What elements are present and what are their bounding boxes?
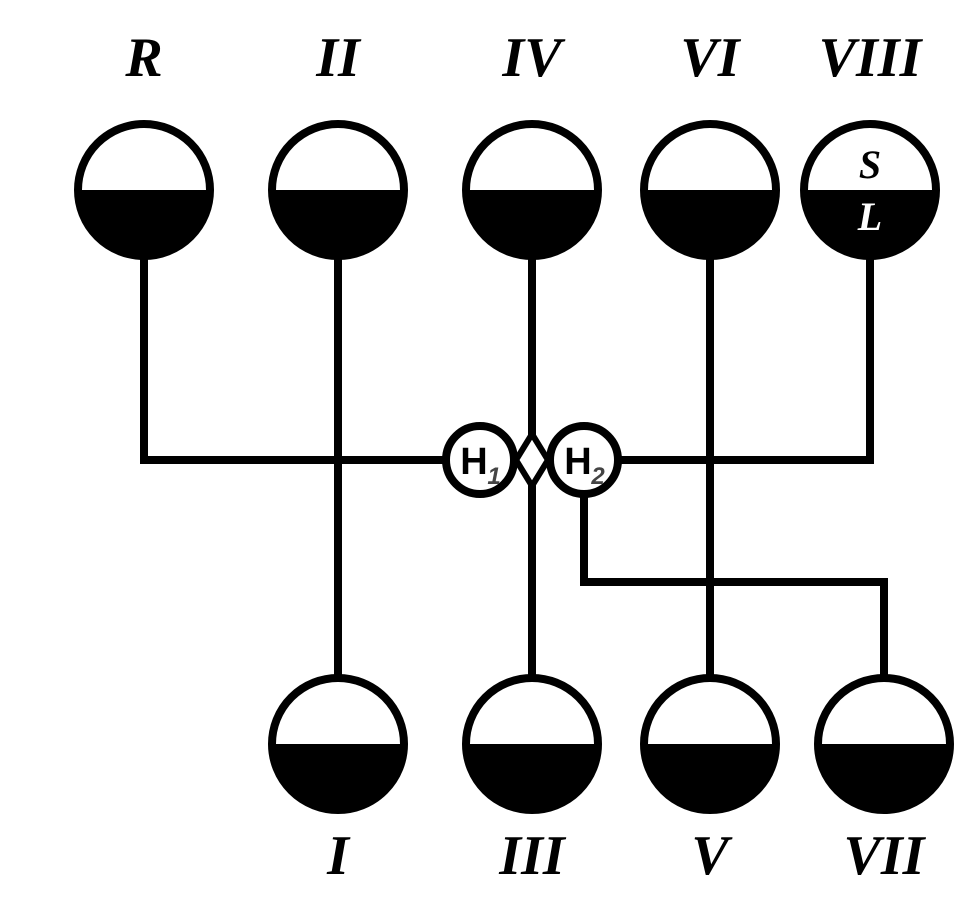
label-bottom-vii: VII xyxy=(844,824,925,888)
label-top-iv: IV xyxy=(502,26,561,90)
hub-label: H xyxy=(564,441,591,483)
label-bottom-i: I xyxy=(327,824,349,888)
hub-subscript: 1 xyxy=(487,463,500,490)
node-inner-bottom: L xyxy=(857,194,882,239)
label-bottom-iii: III xyxy=(499,824,564,888)
label-top-ii: II xyxy=(316,26,360,90)
node-inner-top: S xyxy=(859,142,881,187)
label-top-viii: VIII xyxy=(819,26,922,90)
label-top-vi: VI xyxy=(680,26,739,90)
label-top-r: R xyxy=(125,26,162,90)
label-bottom-v: V xyxy=(691,824,728,888)
diagram-svg: H1H2SL xyxy=(0,0,968,912)
gearshift-diagram: H1H2SL RIIIVVIVIIIIIIIVVII xyxy=(0,0,968,912)
hub-label: H xyxy=(460,441,487,483)
hub-subscript: 2 xyxy=(590,463,605,490)
